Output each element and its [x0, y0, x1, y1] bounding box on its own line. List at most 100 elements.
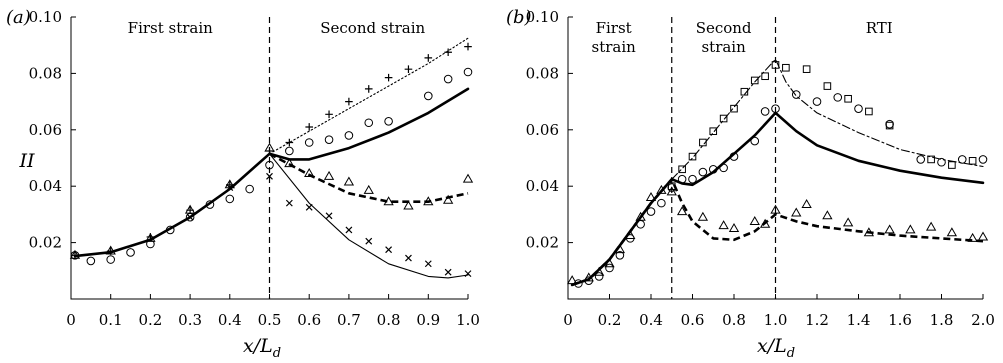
circle-marker [594, 272, 604, 281]
x-tick-label: 0.8 [377, 311, 401, 329]
square-marker [927, 155, 935, 164]
x-tick-label: 0.8 [722, 311, 746, 329]
x-tick-label: 0 [66, 311, 76, 329]
circle-marker [245, 184, 254, 194]
circle-marker [443, 74, 453, 84]
region-label: First [596, 19, 632, 37]
triangle-marker [728, 222, 740, 232]
square-marker [823, 82, 832, 90]
plus-marker [444, 48, 452, 57]
circle-marker [708, 164, 718, 174]
circle-marker [424, 91, 433, 101]
circle-marker [812, 97, 822, 106]
circle-marker [225, 194, 235, 204]
region-label: RTI [866, 19, 893, 37]
circle-marker [605, 263, 614, 273]
square-marker [771, 61, 780, 69]
circle-marker [688, 174, 697, 184]
square-marker [688, 152, 697, 161]
panel-b: 0 0.2 0.4 0.6 0.8 1.0 1.2 1.4 1.6 1.8 2.0 0.02 0.04 0… [506, 7, 995, 361]
y-tick-label: 0.06 [526, 121, 559, 139]
triangle-marker [343, 176, 355, 186]
circle-marker [146, 239, 155, 249]
square-marker [968, 157, 977, 165]
series-line-dashed-thick [268, 152, 469, 203]
x-tick-label: 0.4 [218, 311, 242, 329]
series-line-dashed-thick [571, 177, 984, 287]
y-tick-label: 0.08 [29, 64, 62, 82]
circle-marker [771, 104, 780, 113]
region-label: strain [592, 38, 637, 56]
circle-marker [205, 200, 215, 209]
triangle-marker [666, 186, 677, 196]
triangle-marker [593, 266, 605, 276]
x-axis-title: x/Ld [757, 335, 795, 361]
y-tick-label: 0.08 [526, 64, 559, 82]
triangle-marker [264, 142, 275, 152]
triangle-marker [284, 158, 295, 168]
circle-marker [265, 160, 274, 170]
series-line-solid-thin [268, 153, 469, 279]
square-marker [802, 65, 811, 73]
cross-marker [405, 254, 412, 262]
x-tick-label: 1.4 [847, 311, 871, 329]
x-tick-label: 0.1 [99, 311, 123, 329]
circle-marker [584, 276, 594, 285]
triangle-marker [363, 184, 374, 194]
circle-marker [698, 167, 708, 177]
panel-tag: (b) [506, 7, 532, 28]
triangle-marker [977, 231, 989, 241]
series-line-dash-dot [671, 58, 984, 180]
circle-marker [760, 107, 770, 116]
cross-marker [345, 226, 353, 234]
x-tick-label: 1.6 [888, 311, 912, 329]
circle-marker [667, 183, 677, 192]
cross-marker [305, 203, 313, 211]
triangle-marker [676, 206, 688, 216]
triangle-marker [801, 199, 812, 209]
y-tick-label: 0.06 [29, 121, 62, 139]
circle-marker [86, 256, 96, 266]
circle-marker [854, 104, 863, 113]
square-marker [730, 104, 738, 113]
circle-marker [750, 136, 760, 146]
plus-marker [285, 138, 294, 147]
triangle-marker [884, 224, 895, 234]
triangle-marker [842, 217, 854, 227]
x-tick-label: 0.3 [178, 311, 202, 329]
circle-marker [285, 146, 294, 156]
triangle-marker [403, 200, 414, 210]
y-tick-label: 0.04 [526, 177, 559, 195]
y-tick-label: 0.02 [526, 234, 559, 252]
circle-marker [833, 93, 843, 102]
series-line-solid-thick [73, 87, 470, 258]
triangle-marker [423, 196, 434, 206]
circle-marker [304, 138, 314, 147]
triangle-marker [105, 245, 116, 255]
triangle-marker [697, 211, 709, 221]
triangle-marker [770, 204, 781, 214]
triangle-marker [905, 224, 916, 234]
circle-marker [885, 119, 894, 129]
circle-marker [636, 219, 645, 229]
plus-marker [305, 123, 313, 131]
x-tick-label: 0.9 [416, 311, 440, 329]
region-label: Second strain [320, 19, 425, 37]
cross-marker [266, 172, 273, 180]
circle-marker [657, 198, 666, 208]
cross-marker [464, 270, 472, 278]
triangle-marker [749, 215, 760, 225]
triangle-marker [645, 191, 657, 201]
plus-marker [404, 65, 413, 73]
circle-marker [384, 117, 393, 126]
triangle-marker [304, 168, 315, 178]
cross-marker [365, 237, 373, 245]
triangle-marker [604, 258, 615, 268]
x-tick-label: 0.7 [337, 311, 361, 329]
cross-marker [186, 213, 194, 221]
x-tick-label: 1.8 [930, 311, 954, 329]
triangle-marker [656, 184, 667, 194]
triangle-marker [967, 232, 978, 242]
square-marker [709, 127, 718, 136]
